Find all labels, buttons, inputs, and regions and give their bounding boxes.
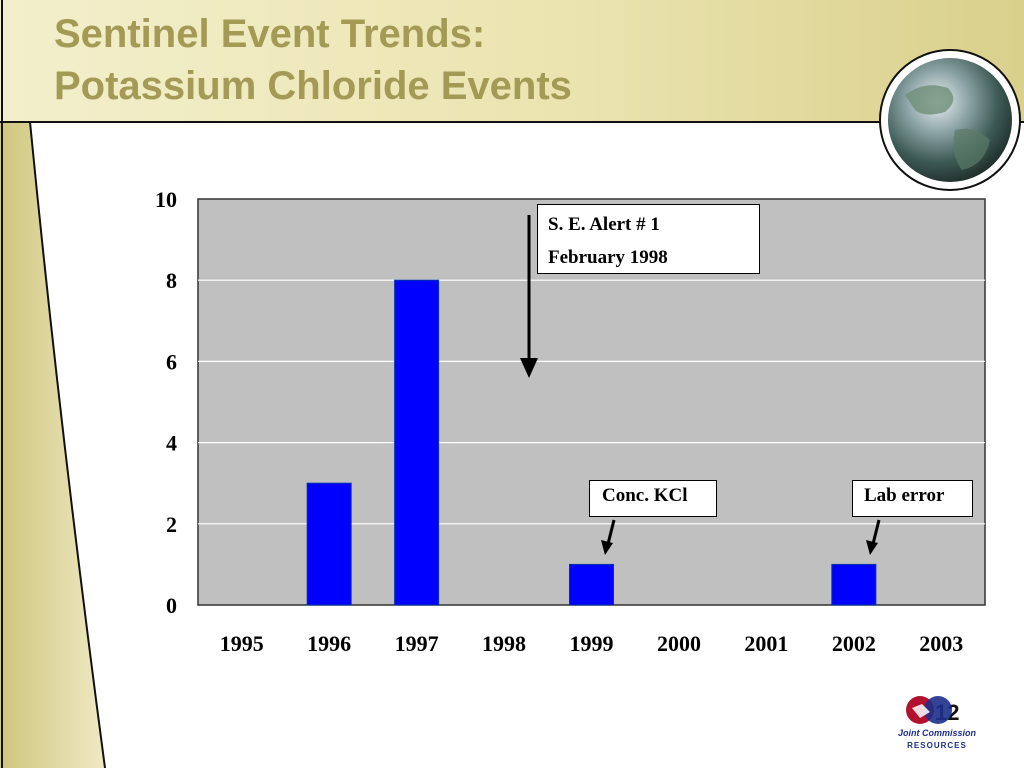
x-tick-label: 2000 [657,631,701,656]
bar-1999 [569,563,614,606]
slide-title-line-1: Sentinel Event Trends: [54,12,486,56]
x-tick-label: 1997 [395,631,439,656]
joint-commission-resources-logo: Joint Commission RESOURCES [898,696,977,750]
lab-error-callout: Lab error [852,480,973,517]
logo-text-line-2: RESOURCES [907,741,967,750]
title-band [0,0,1024,122]
y-tick-label: 8 [166,268,177,293]
x-tick-label: 1996 [307,631,351,656]
y-tick-label: 10 [155,187,177,212]
bar-2002 [831,563,877,606]
x-tick-label: 2003 [919,631,963,656]
x-tick-label: 1995 [220,631,264,656]
x-tick-label: 1998 [482,631,526,656]
slide-title-line-2: Potassium Chloride Events [54,64,572,108]
y-tick-label: 0 [166,593,177,618]
y-tick-label: 6 [166,349,177,374]
left-accent-curve [29,121,106,768]
conc-kcl-callout-text: Conc. KCl [602,485,688,506]
x-tick-label: 2002 [832,631,876,656]
se-alert-callout-line-1: S. E. Alert # 1 [548,214,660,235]
kcl-arrow [601,519,616,555]
lab-error-arrow [866,519,881,555]
conc-kcl-callout: Conc. KCl [589,480,717,517]
x-tick-label: 1999 [570,631,614,656]
bar-1997 [394,279,440,606]
globe-icon [879,49,1021,191]
x-tick-label: 2001 [744,631,788,656]
left-accent-strip [0,122,105,768]
logo-text-line-1: Joint Commission [898,728,977,738]
slide-title: Sentinel Event Trends: Potassium Chlorid… [54,8,572,112]
y-tick-label: 2 [166,512,177,537]
y-tick-label: 4 [166,431,177,456]
se-alert-callout-line-2: February 1998 [548,247,668,268]
se-alert-callout: S. E. Alert # 1 February 1998 [537,204,760,274]
alert-arrow [520,215,538,378]
lab-error-callout-text: Lab error [864,485,945,506]
bar-1996 [306,482,352,606]
